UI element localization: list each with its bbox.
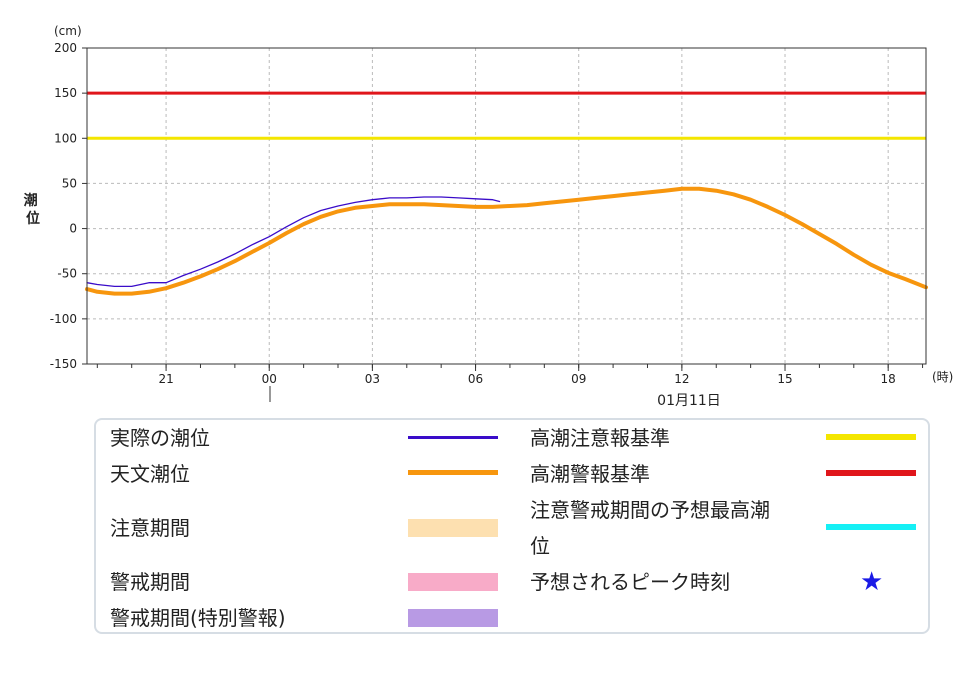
legend-label-forecast-max: 注意警戒期間の予想最高潮 (530, 498, 770, 522)
y-tick-label: 50 (62, 176, 77, 190)
legend-label-forecast-max-cont: 位 (530, 534, 550, 558)
x-unit-label: (時) (932, 370, 953, 384)
y-tick-label: -150 (50, 357, 77, 371)
y-tick-label: 200 (54, 41, 77, 55)
legend-label-advisory-threshold: 高潮注意報基準 (530, 426, 670, 450)
y-tick-label: -50 (57, 267, 77, 281)
series-astronomical-line (85, 186, 928, 296)
x-tick-label: 18 (881, 372, 896, 386)
y-unit-label: (cm) (54, 24, 82, 38)
y-tick-label: 0 (69, 222, 77, 236)
legend-swatch-forecast-max (826, 524, 916, 530)
y-tick-label: 150 (54, 86, 77, 100)
threshold-lines (87, 91, 926, 140)
tide-chart: 200 150 100 50 0 -50 -100 -150 21 00 03 06 09 12 15 18… (24, 24, 954, 409)
x-tick-label: 03 (365, 372, 380, 386)
legend-label-astronomical: 天文潮位 (110, 462, 190, 486)
x-tick-label: 15 (777, 372, 792, 386)
legend-label-warning-threshold: 高潮警報基準 (530, 462, 650, 486)
legend-label-observed: 実際の潮位 (110, 426, 210, 450)
legend-label-caution-period: 注意期間 (110, 516, 190, 540)
legend-swatch-advisory-threshold (826, 434, 916, 440)
legend-label-warning-period: 警戒期間 (110, 570, 190, 594)
legend-label-special-warning-period: 警戒期間(特別警報) (110, 606, 286, 630)
legend-swatch-astronomical (408, 470, 498, 475)
y-tick-label: 100 (54, 131, 77, 145)
legend-swatch-observed (408, 436, 498, 439)
plot-frame (86, 47, 927, 365)
x-tick-label: 12 (674, 372, 689, 386)
date-label: 01月11日 (657, 393, 721, 409)
x-tick-label: 00 (262, 372, 277, 386)
x-tick-label: 21 (158, 372, 173, 386)
legend: 実際の潮位 天文潮位 注意期間 警戒期間 警戒期間(特別警報) 高潮注意報基準 … (94, 418, 930, 634)
series-observed-line (86, 196, 501, 288)
star-icon: ★ (860, 567, 884, 597)
legend-label-peak-time: 予想されるピーク時刻 (530, 570, 730, 594)
legend-swatch-caution-period (408, 519, 498, 537)
legend-swatch-special-warning-period (408, 609, 498, 627)
series-lines (85, 186, 928, 296)
legend-swatch-warning-threshold (826, 470, 916, 476)
y-tick-label: -100 (50, 312, 77, 326)
y-axis-title: 潮 位 (24, 192, 43, 227)
x-axis: 21 00 03 06 09 12 15 18 (96, 364, 924, 386)
legend-swatch-warning-period (408, 573, 498, 591)
x-tick-label: 09 (571, 372, 586, 386)
x-tick-label: 06 (468, 372, 483, 386)
y-axis: 200 150 100 50 0 -50 -100 -150 (50, 41, 87, 371)
